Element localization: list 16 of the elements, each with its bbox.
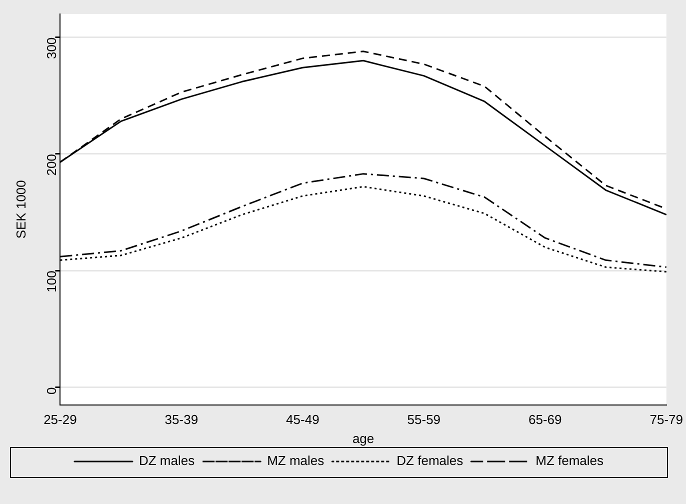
x-tick-label: 45-49 (286, 412, 320, 428)
legend-label: DZ males (138, 453, 196, 468)
x-tick-label: 35-39 (164, 412, 198, 428)
x-tick-label: 65-69 (528, 412, 562, 428)
x-tick-label: 55-59 (407, 412, 441, 428)
y-tick-label: 200 (44, 154, 59, 176)
y-tick-label: 100 (44, 270, 59, 292)
y-tick-label: 300 (44, 37, 59, 60)
legend-label: MZ males (267, 453, 325, 468)
x-tick-label: 75-79 (650, 412, 683, 428)
y-axis-title: SEK 1000 (13, 180, 28, 239)
legend-label: MZ females (536, 453, 604, 468)
x-axis-title: age (352, 430, 374, 446)
legend-label: DZ females (396, 453, 464, 468)
x-tick-label: 25-29 (44, 412, 77, 428)
y-tick-label: 0 (44, 387, 59, 395)
